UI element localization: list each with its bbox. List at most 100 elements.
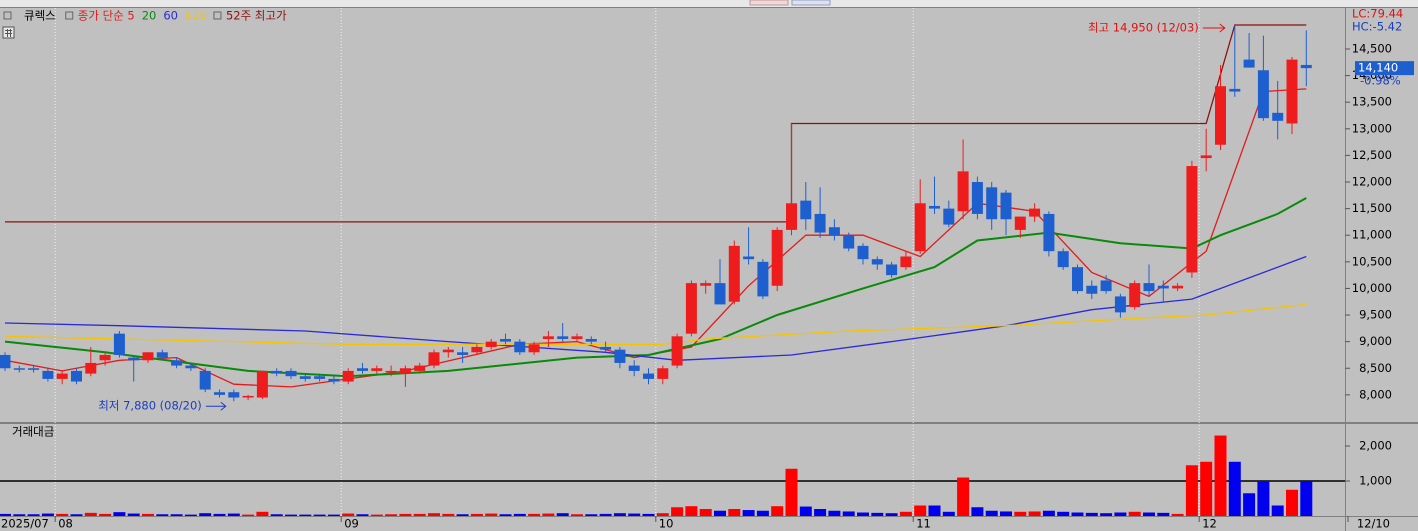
volume-bar (456, 514, 469, 516)
candle-body (328, 378, 340, 382)
candle-body (614, 349, 626, 363)
x-tick-label: 08 (58, 517, 73, 531)
volume-bar (127, 513, 140, 516)
candle-body (514, 341, 526, 353)
y-tick-label: 8,000 (1359, 387, 1392, 401)
candle-body (71, 370, 82, 382)
volume-bar (442, 513, 455, 516)
grid-icon[interactable] (2, 26, 15, 39)
candle-body (256, 370, 268, 398)
legend-icon (3, 11, 12, 20)
candle-body (743, 256, 755, 260)
candle-body (557, 336, 569, 339)
x-tick-label: 12/10 (1357, 517, 1390, 531)
candle-body (1129, 283, 1141, 308)
volume-bar (914, 505, 927, 516)
candle-body (113, 333, 125, 355)
volume-bar (585, 514, 598, 516)
volume-bar (242, 514, 255, 516)
volume-bar (1185, 465, 1198, 516)
volume-bar (1300, 481, 1313, 516)
volume-bar (628, 513, 641, 516)
candle-body (1300, 64, 1312, 69)
candle-body (828, 227, 840, 236)
annotation: 최저 7,880 (08/20) (98, 399, 202, 413)
volume-bar (613, 513, 626, 516)
volume-bar (99, 513, 112, 516)
candle-body (943, 208, 955, 225)
candle-body (1057, 251, 1069, 268)
x-tick-label: 12 (1202, 517, 1217, 531)
candle-body (571, 336, 583, 339)
candle-body (929, 205, 940, 209)
volume-bar (542, 513, 555, 516)
candle-body (28, 368, 40, 370)
volume-bar (971, 507, 984, 516)
volume-bar (413, 513, 426, 516)
volume-bar (599, 513, 612, 516)
candle-body (457, 352, 469, 355)
volume-bar (13, 514, 26, 516)
volume-bar (1257, 481, 1270, 516)
volume-bar (227, 513, 240, 516)
overlay-line (4, 255, 1307, 361)
legend-entry: 60 (163, 9, 178, 23)
y-tick-label: 10,000 (1352, 281, 1392, 295)
volume-bar (656, 513, 669, 516)
hc-label: HC:-5.42 (1352, 20, 1402, 34)
volume-bar (842, 511, 855, 516)
candle-body (1243, 59, 1255, 68)
y-tick-label: 2,000 (1359, 439, 1392, 453)
candle-body (1286, 59, 1298, 124)
candle-body (1186, 166, 1198, 273)
volume-bar (285, 514, 297, 516)
y-tick-label: 12,500 (1352, 148, 1392, 162)
volume-bar (885, 513, 898, 516)
candle-body (285, 370, 297, 377)
volume-bar (1085, 512, 1098, 516)
toolbar-button[interactable] (791, 0, 831, 6)
volume-bar (1143, 512, 1155, 516)
y-tick-label: 14,500 (1352, 41, 1392, 55)
candle-body (886, 264, 898, 276)
candle-body (757, 261, 769, 297)
volume-bar (170, 514, 183, 516)
y-tick-label: 9,500 (1359, 308, 1392, 322)
y-tick-label: 13,000 (1352, 121, 1392, 135)
candle-body (814, 213, 826, 233)
volume-bar (499, 514, 512, 516)
candle-body (871, 259, 883, 265)
volume-bar (785, 468, 798, 516)
volume-bar (1200, 461, 1213, 516)
candle-body (242, 395, 254, 398)
volume-bar (528, 513, 541, 516)
chart-title: 큐렉스 (24, 9, 56, 23)
volume-bar (1028, 511, 1041, 516)
candle-body (1000, 192, 1012, 220)
annotation: 최고 14,950 (12/03) (1088, 21, 1199, 35)
legend-entry: 20 (142, 9, 157, 23)
candle-body (585, 338, 597, 342)
volume-bar (70, 514, 83, 516)
volume-bar (1114, 512, 1127, 516)
y-tick-label: 8,500 (1359, 361, 1392, 375)
volume-bar (871, 512, 884, 516)
y-tick-label: 11,000 (1352, 228, 1392, 242)
candle-body (1200, 155, 1212, 159)
toolbar-button[interactable] (749, 0, 789, 6)
candle-body (1043, 213, 1055, 252)
candle-body (643, 373, 654, 379)
candle-body (142, 352, 154, 361)
candle-body (1014, 216, 1026, 230)
volume-bar (485, 513, 498, 516)
volume-bar (728, 509, 741, 516)
volume-bar (899, 511, 912, 516)
grid-icon-lines (5, 29, 12, 37)
volume-bar (685, 506, 698, 516)
candle-body (1114, 296, 1126, 313)
volume-bar (942, 511, 955, 516)
overlay-line (5, 24, 1307, 223)
volume-bar (1100, 513, 1113, 516)
volume-bar (814, 509, 827, 516)
